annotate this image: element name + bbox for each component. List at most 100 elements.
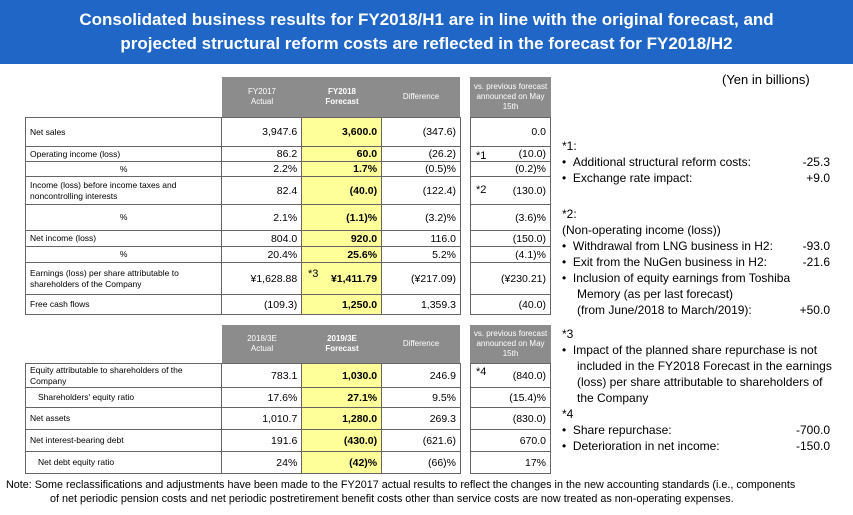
actual-cell: 1,010.7 <box>221 407 303 430</box>
actual-cell: 82.4 <box>221 176 303 205</box>
note2-subheading: (Non-operating income (loss)) <box>562 223 721 237</box>
difference-cell: (621.6) <box>381 429 461 452</box>
note3-line-3: (loss) per share attributable to shareho… <box>577 375 823 389</box>
actual-cell: 191.6 <box>221 429 303 452</box>
vs-previous-cell: (830.0) <box>470 407 551 430</box>
table-row: Net income (loss) 804.0 920.0 116.0 <box>24 230 461 247</box>
vs-previous-cell: (0.2)% <box>470 161 551 177</box>
difference-cell: (¥217.09) <box>381 262 461 295</box>
row-label: Net interest-bearing debt <box>24 429 223 452</box>
difference-cell: 246.9 <box>381 363 461 388</box>
vs-previous-cell: 17% <box>470 451 551 474</box>
notes-panel-4: *4 • Share repurchase: -700.0 • Deteriora… <box>562 406 830 454</box>
note4-item-a: • Share repurchase: -700.0 <box>562 423 830 437</box>
table-row: Income (loss) before income taxes and no… <box>24 176 461 205</box>
forecast-cell: 25.6% <box>301 246 383 263</box>
marker-2: *2 <box>476 184 487 196</box>
footnote-line-2: of net periodic pension costs and net pe… <box>50 493 734 505</box>
actual-cell: 783.1 <box>221 363 303 388</box>
table-row: Shareholders' equity ratio 17.6% 27.1% 9… <box>24 387 461 408</box>
marker-1: *1 <box>476 150 487 162</box>
footnote-line-1: Note: Some reclassifications and adjustm… <box>6 479 796 491</box>
t2-header-vs-previous: vs. previous forecast announced on May 1… <box>470 325 551 363</box>
note1-heading: *1: <box>562 139 577 153</box>
row-label: Free cash flows <box>24 294 223 315</box>
vs-previous-table: 0.0 (10.0) (0.2)% (130.0) (3.6)% (150.0)… <box>470 117 551 315</box>
row-label: Earnings (loss) per share attributable t… <box>24 262 223 295</box>
difference-cell: (122.4) <box>381 176 461 205</box>
note3-line-4: the Company <box>577 391 649 405</box>
vs-previous-cell: (150.0) <box>470 230 551 247</box>
forecast-cell: (430.0) <box>301 429 383 452</box>
forecast-cell: (42)% <box>301 451 383 474</box>
forecast-cell: ¥1,411.79 <box>301 262 383 295</box>
unit-label: (Yen in billions) <box>722 72 810 87</box>
actual-cell: 2.1% <box>221 204 303 231</box>
row-label: Net assets <box>24 407 223 430</box>
table-row: % 20.4% 25.6% 5.2% <box>24 246 461 263</box>
difference-cell: (66)% <box>381 451 461 474</box>
actual-cell: 3,947.6 <box>221 117 303 147</box>
note2-item-c-2: Memory (as per last forecast) <box>577 287 734 301</box>
table-row: % 2.1% (1.1)% (3.2)% <box>24 204 461 231</box>
difference-cell: (0.5)% <box>381 161 461 177</box>
footnote: Note: Some reclassifications and adjustm… <box>6 478 851 506</box>
difference-cell: 269.3 <box>381 407 461 430</box>
vs-previous-cell: (3.6)% <box>470 204 551 231</box>
note2-item-c-3: (from June/2018 to March/2019): +50.0 <box>577 303 830 317</box>
note4-heading: *4 <box>562 407 574 421</box>
table-row: Operating income (loss) 86.2 60.0 (26.2) <box>24 146 461 162</box>
table-row: Net debt equity ratio 24% (42)% (66)% <box>24 451 461 474</box>
forecast-cell: 1,280.0 <box>301 407 383 430</box>
table-row: Earnings (loss) per share attributable t… <box>24 262 461 295</box>
row-label: Operating income (loss) <box>24 146 223 162</box>
note3-line-1: • Impact of the planned share repurchase… <box>562 343 818 357</box>
actual-cell: (109.3) <box>221 294 303 315</box>
row-label: Shareholders' equity ratio <box>24 387 223 408</box>
vs-previous-cell: (40.0) <box>470 294 551 315</box>
t1-header-actual: FY2017 Actual <box>222 77 302 117</box>
forecast-cell: 920.0 <box>301 230 383 247</box>
title-banner: Consolidated business results for FY2018… <box>0 0 853 64</box>
actual-cell: 20.4% <box>221 246 303 263</box>
t2-header-difference: Difference <box>382 325 460 363</box>
difference-cell: 5.2% <box>381 246 461 263</box>
table-row: Equity attributable to shareholders of t… <box>24 363 461 388</box>
table-row: Free cash flows (109.3) 1,250.0 1,359.3 <box>24 294 461 315</box>
row-label: % <box>24 204 223 231</box>
notes-panel: *1: • Additional structural reform costs… <box>562 138 830 186</box>
difference-cell: 116.0 <box>381 230 461 247</box>
note2-item-c-1: • Inclusion of equity earnings from Tosh… <box>562 271 791 285</box>
note3-line-2: included in the FY2018 Forecast in the e… <box>577 359 832 373</box>
row-label: Net income (loss) <box>24 230 223 247</box>
title-line-2: projected structural reform costs are re… <box>120 34 733 53</box>
t2-header-forecast: 2019/3E Forecast <box>302 325 382 363</box>
note2-heading: *2: <box>562 207 577 221</box>
title-line-1: Consolidated business results for FY2018… <box>79 10 774 29</box>
vs-previous-table-2: (840.0) (15.4)% (830.0) 670.0 17% <box>470 363 551 474</box>
actual-cell: 17.6% <box>221 387 303 408</box>
vs-previous-cell: 0.0 <box>470 117 551 147</box>
forecast-cell: (1.1)% <box>301 204 383 231</box>
row-label: Equity attributable to shareholders of t… <box>24 363 223 388</box>
row-label: Net debt equity ratio <box>24 451 223 474</box>
vs-previous-cell: (¥230.21) <box>470 262 551 295</box>
forecast-cell: 60.0 <box>301 146 383 162</box>
note1-item-a: • Additional structural reform costs: -25… <box>562 155 830 169</box>
vs-previous-cell: 670.0 <box>470 429 551 452</box>
notes-panel-2: *2: (Non-operating income (loss)) • With… <box>562 206 830 318</box>
difference-cell: (26.2) <box>381 146 461 162</box>
vs-previous-cell: (130.0) <box>470 176 551 205</box>
note3-heading: *3 <box>562 327 574 341</box>
notes-panel-3: *3 • Impact of the planned share repurch… <box>562 326 838 406</box>
forecast-cell: (40.0) <box>301 176 383 205</box>
difference-cell: (3.2)% <box>381 204 461 231</box>
t2-header-actual: 2018/3E Actual <box>222 325 302 363</box>
vs-previous-cell: (4.1)% <box>470 246 551 263</box>
row-label: Net sales <box>24 117 223 147</box>
difference-cell: 9.5% <box>381 387 461 408</box>
actual-cell: 24% <box>221 451 303 474</box>
note4-item-b: • Deterioration in net income: -150.0 <box>562 439 830 453</box>
actual-cell: 804.0 <box>221 230 303 247</box>
difference-cell: 1,359.3 <box>381 294 461 315</box>
